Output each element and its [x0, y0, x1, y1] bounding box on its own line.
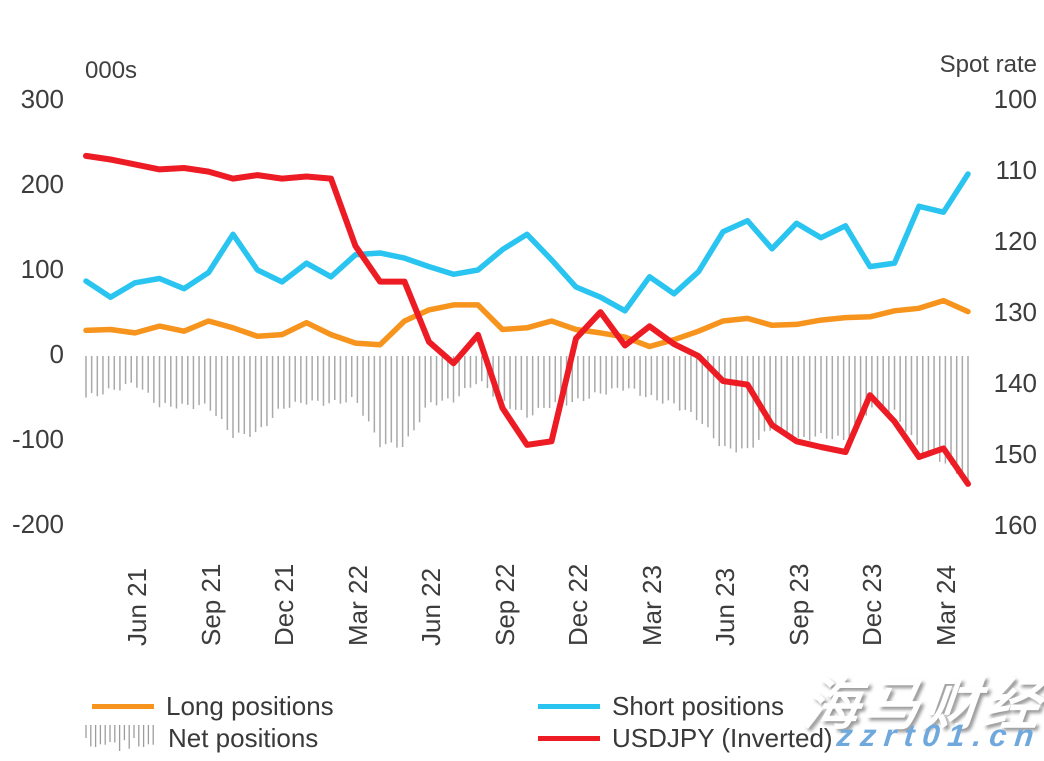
x-axis-tick-label: Sep 21 — [195, 563, 226, 646]
x-axis-tick-label: Sep 22 — [489, 563, 520, 646]
left-axis-tick-label: 100 — [20, 254, 64, 284]
long-positions-line-swatch — [92, 703, 154, 709]
x-axis-tick-label: Jun 22 — [416, 567, 446, 646]
right-axis-tick-label: 130 — [993, 297, 1037, 327]
legend-item-net-positions: Net positions — [84, 722, 318, 754]
x-axis-tick-label: Jun 21 — [122, 567, 152, 646]
watermark-site-text: zzrt01.cn — [835, 718, 1044, 753]
left-axis-tick-label: 300 — [20, 84, 64, 114]
right-axis-unit-label: Spot rate — [939, 51, 1037, 78]
net-positions-bars — [85, 356, 969, 480]
net-positions-hatch-swatch — [85, 725, 154, 751]
right-axis-tick-label: 100 — [993, 84, 1037, 114]
usdjpy-line-swatch — [538, 735, 600, 741]
left-axis-tick-label: 0 — [49, 339, 64, 369]
x-axis-tick-label: Dec 21 — [269, 563, 299, 646]
short-positions-line-swatch — [538, 703, 600, 709]
right-axis-tick-label: 110 — [995, 155, 1037, 185]
x-axis-tick-label: Sep 23 — [783, 563, 814, 646]
left-axis-tick-label: -200 — [11, 509, 64, 539]
long-positions-line — [83, 297, 971, 350]
right-axis-tick-label: 150 — [993, 439, 1037, 469]
legend-label-long-positions: Long positions — [166, 690, 334, 721]
legend-label-short-positions: Short positions — [612, 690, 784, 721]
legend-item-short-positions: Short positions — [538, 690, 784, 722]
left-axis-unit-label: 000s — [85, 57, 138, 84]
legend-item-long-positions: Long positions — [92, 690, 334, 722]
x-axis-tick-label: Dec 23 — [857, 563, 887, 646]
right-axis-tick-label: 160 — [993, 510, 1037, 540]
x-axis-tick-label: Dec 22 — [563, 563, 593, 646]
right-axis-tick-label: 120 — [993, 226, 1037, 256]
x-axis-tick-label: Mar 24 — [930, 565, 961, 646]
x-axis-tick-label: Jun 23 — [710, 567, 740, 646]
right-axis-tick-label: 140 — [993, 368, 1037, 398]
short-positions-line — [83, 171, 971, 314]
usdjpy-line — [83, 152, 971, 487]
legend-item-usdjpy: USDJPY (Inverted) — [538, 722, 833, 754]
left-axis-tick-label: 200 — [20, 169, 64, 199]
x-axis-tick-label: Mar 22 — [342, 565, 373, 646]
left-axis-tick-label: -100 — [11, 424, 64, 454]
legend-label-usdjpy: USDJPY (Inverted) — [612, 722, 833, 753]
legend-label-net-positions: Net positions — [168, 722, 319, 753]
x-axis-tick-label: Mar 23 — [636, 565, 667, 646]
